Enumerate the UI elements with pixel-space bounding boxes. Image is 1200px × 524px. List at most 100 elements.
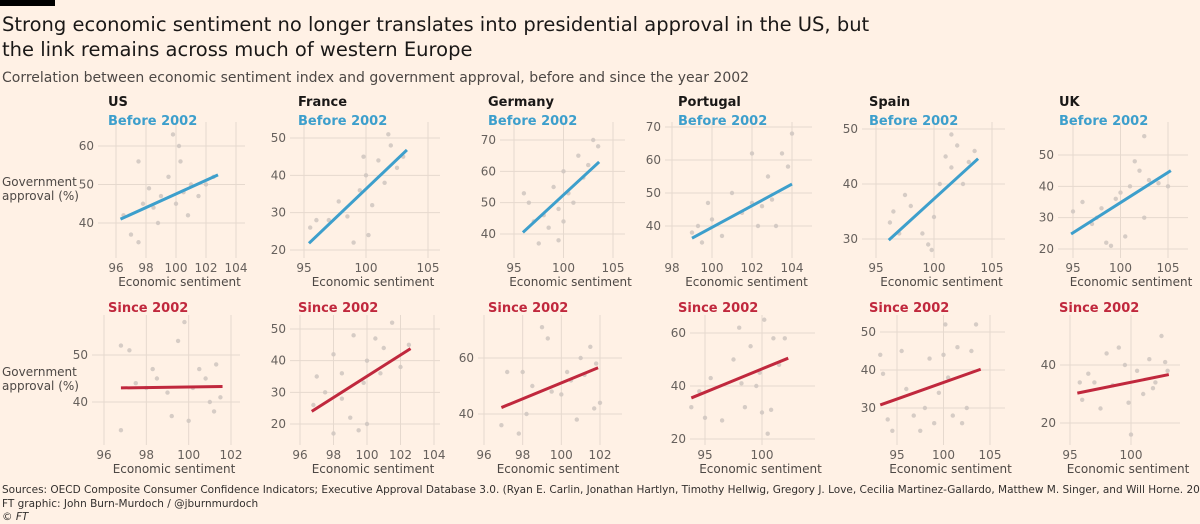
data-point [689,405,694,410]
data-point [388,143,393,148]
data-point [1132,159,1137,164]
data-point [207,399,213,405]
x-tick-label: 105 [1157,261,1180,275]
data-point [136,240,141,245]
y-tick-label: 40 [861,363,876,377]
data-point [366,232,371,238]
x-tick-label: 100 [701,261,724,275]
x-tick-label: 100 [1109,261,1132,275]
data-point [1098,406,1103,411]
y-tick-label: 70 [646,120,661,134]
data-point [356,428,361,433]
x-tick-label: 100 [355,261,378,275]
data-point [1146,177,1152,183]
x-tick-label: 102 [220,448,243,462]
x-tick-label: 98 [139,448,154,462]
data-point [929,247,934,253]
x-axis-label: Economic sentiment [685,275,808,289]
data-point [165,390,170,395]
data-point [586,162,591,168]
trend-line [521,160,601,234]
x-axis-label: Economic sentiment [113,462,236,476]
country-title: Spain [869,95,910,110]
data-point [322,390,328,395]
data-point [1162,359,1168,365]
trend-line [307,148,408,245]
x-tick-label: 95 [697,448,712,462]
data-point [376,158,381,163]
data-point [927,356,932,361]
panel-france-since: 96 98 100 102 104 20 30 40 50 Economic sentiment S… [271,301,446,476]
data-point [526,200,532,205]
y-tick-label: 40 [1039,179,1054,193]
period-label: Before 2002 [108,114,197,129]
data-point [1123,234,1128,239]
data-point [697,389,702,394]
x-tick-label: 96 [96,448,111,462]
data-point [885,417,890,422]
data-point [1165,184,1171,189]
data-point [1137,168,1142,173]
data-point [516,431,521,436]
sources-note: Sources: OECD Composite Consumer Confide… [2,484,1200,496]
x-tick-label: 105 [979,448,1002,462]
data-point [588,344,593,349]
data-point [378,371,383,376]
x-tick-label: 104 [781,261,804,275]
panel-germany-before: 95 100 105 40 50 60 70 Economic sentiment German… [481,95,632,289]
trend-line [879,367,982,407]
data-point [926,242,931,247]
data-point [771,336,776,341]
data-point [904,386,909,392]
data-point [1113,196,1118,202]
panel-portugal-before: 98 100 102 104 40 50 60 70 Economic sentiment Por… [646,95,812,289]
data-point [708,375,713,381]
data-point [1126,400,1131,405]
y-tick-label: 50 [646,186,661,200]
data-point [887,220,893,225]
y-tick-label: 40 [1041,358,1056,372]
panel-france-before: 95 100 105 20 30 40 50 Economic sentiment France… [271,95,440,289]
data-point [950,413,955,418]
y-tick-label: 20 [1039,242,1054,256]
x-axis-label: Economic sentiment [312,462,435,476]
x-tick-label: 105 [417,261,440,275]
data-point [133,381,138,386]
data-point [592,406,597,411]
data-point [175,338,181,344]
y-tick-label: 40 [271,168,286,182]
x-axis-label: Economic sentiment [889,462,1012,476]
data-point [169,413,174,419]
data-point [182,319,187,325]
y-tick-label: 40 [73,395,88,409]
x-tick-label: 105 [981,261,1004,275]
data-point [969,348,974,354]
y-tick-label: 50 [843,122,858,136]
data-point [937,181,942,187]
data-point [406,342,412,348]
data-point [920,231,925,236]
data-point [308,225,313,230]
data-point [146,186,152,191]
x-tick-label: 100 [751,448,774,462]
period-label: Since 2002 [298,301,378,316]
data-point [1108,243,1114,249]
data-point [959,421,965,426]
y-tick-label: 30 [1039,211,1054,225]
data-point [955,345,960,350]
y-tick-label: 60 [481,164,496,178]
x-axis-label: Economic sentiment [118,275,241,289]
x-tick-label: 98 [138,261,153,275]
trend-line [1077,373,1170,395]
data-point [1142,134,1147,139]
y-tick-label: 50 [1039,148,1054,162]
data-point [890,428,895,433]
data-point [742,405,748,410]
x-tick-label: 100 [165,261,188,275]
data-point [389,320,395,325]
x-tick-label: 95 [506,261,521,275]
x-tick-label: 100 [552,261,575,275]
y-tick-label: 40 [79,216,94,230]
data-point [1142,215,1147,220]
data-point [1104,351,1109,356]
